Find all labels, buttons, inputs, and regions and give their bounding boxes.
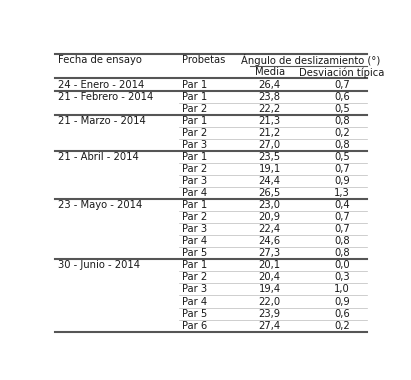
Text: 21,2: 21,2 <box>259 128 281 138</box>
Text: Par 6: Par 6 <box>182 321 207 331</box>
Text: 23 - Mayo - 2014: 23 - Mayo - 2014 <box>58 200 142 210</box>
Text: Probetas: Probetas <box>182 55 225 65</box>
Text: Par 5: Par 5 <box>182 309 207 318</box>
Text: 22,4: 22,4 <box>259 224 281 234</box>
Text: 0,7: 0,7 <box>334 212 350 222</box>
Text: Par 4: Par 4 <box>182 236 207 246</box>
Text: Par 3: Par 3 <box>182 285 207 294</box>
Text: 0,5: 0,5 <box>334 152 350 162</box>
Text: 0,7: 0,7 <box>334 224 350 234</box>
Text: 0,8: 0,8 <box>334 236 350 246</box>
Text: Par 3: Par 3 <box>182 176 207 186</box>
Text: Par 4: Par 4 <box>182 296 207 307</box>
Text: 0,2: 0,2 <box>334 128 350 138</box>
Text: Par 5: Par 5 <box>182 248 207 258</box>
Text: 24,6: 24,6 <box>259 236 281 246</box>
Text: 21 - Febrero - 2014: 21 - Febrero - 2014 <box>58 92 153 101</box>
Text: 23,9: 23,9 <box>259 309 281 318</box>
Text: Media: Media <box>254 68 285 78</box>
Text: 24,4: 24,4 <box>259 176 281 186</box>
Text: 23,0: 23,0 <box>259 200 281 210</box>
Text: 22,2: 22,2 <box>259 104 281 114</box>
Text: 27,0: 27,0 <box>259 140 281 150</box>
Text: 26,5: 26,5 <box>259 188 281 198</box>
Text: 0,7: 0,7 <box>334 164 350 174</box>
Text: 0,7: 0,7 <box>334 79 350 90</box>
Text: 0,3: 0,3 <box>334 272 350 282</box>
Text: 20,9: 20,9 <box>259 212 281 222</box>
Text: 1,0: 1,0 <box>334 285 350 294</box>
Text: 19,1: 19,1 <box>259 164 281 174</box>
Text: Desviación típica: Desviación típica <box>299 67 385 78</box>
Text: Par 3: Par 3 <box>182 224 207 234</box>
Text: 27,4: 27,4 <box>259 321 281 331</box>
Text: 21,3: 21,3 <box>259 116 281 126</box>
Text: 21 - Marzo - 2014: 21 - Marzo - 2014 <box>58 116 145 126</box>
Text: Fecha de ensayo: Fecha de ensayo <box>58 55 142 65</box>
Text: Par 1: Par 1 <box>182 116 207 126</box>
Text: Par 1: Par 1 <box>182 152 207 162</box>
Text: 0,9: 0,9 <box>334 176 350 186</box>
Text: Par 1: Par 1 <box>182 260 207 270</box>
Text: 20,1: 20,1 <box>259 260 281 270</box>
Text: Par 1: Par 1 <box>182 92 207 101</box>
Text: 22,0: 22,0 <box>259 296 281 307</box>
Text: 0,8: 0,8 <box>334 140 350 150</box>
Text: 0,0: 0,0 <box>334 260 350 270</box>
Text: 20,4: 20,4 <box>259 272 281 282</box>
Text: 19,4: 19,4 <box>259 285 281 294</box>
Text: Par 4: Par 4 <box>182 188 207 198</box>
Text: Par 2: Par 2 <box>182 128 207 138</box>
Text: 0,9: 0,9 <box>334 296 350 307</box>
Text: 1,3: 1,3 <box>334 188 350 198</box>
Text: Par 1: Par 1 <box>182 200 207 210</box>
Text: 0,8: 0,8 <box>334 248 350 258</box>
Text: 21 - Abril - 2014: 21 - Abril - 2014 <box>58 152 139 162</box>
Text: Par 1: Par 1 <box>182 79 207 90</box>
Text: 30 - Junio - 2014: 30 - Junio - 2014 <box>58 260 140 270</box>
Text: 0,6: 0,6 <box>334 309 350 318</box>
Text: Par 3: Par 3 <box>182 140 207 150</box>
Text: 0,6: 0,6 <box>334 92 350 101</box>
Text: 0,5: 0,5 <box>334 104 350 114</box>
Text: 23,8: 23,8 <box>259 92 281 101</box>
Text: 27,3: 27,3 <box>259 248 281 258</box>
Text: 24 - Enero - 2014: 24 - Enero - 2014 <box>58 79 144 90</box>
Text: 0,8: 0,8 <box>334 116 350 126</box>
Text: Par 2: Par 2 <box>182 104 207 114</box>
Text: 26,4: 26,4 <box>259 79 281 90</box>
Text: 23,5: 23,5 <box>259 152 281 162</box>
Text: 0,4: 0,4 <box>334 200 350 210</box>
Text: Par 2: Par 2 <box>182 272 207 282</box>
Text: Ángulo de deslizamiento (°): Ángulo de deslizamiento (°) <box>240 54 380 66</box>
Text: Par 2: Par 2 <box>182 164 207 174</box>
Text: 0,2: 0,2 <box>334 321 350 331</box>
Text: Par 2: Par 2 <box>182 212 207 222</box>
